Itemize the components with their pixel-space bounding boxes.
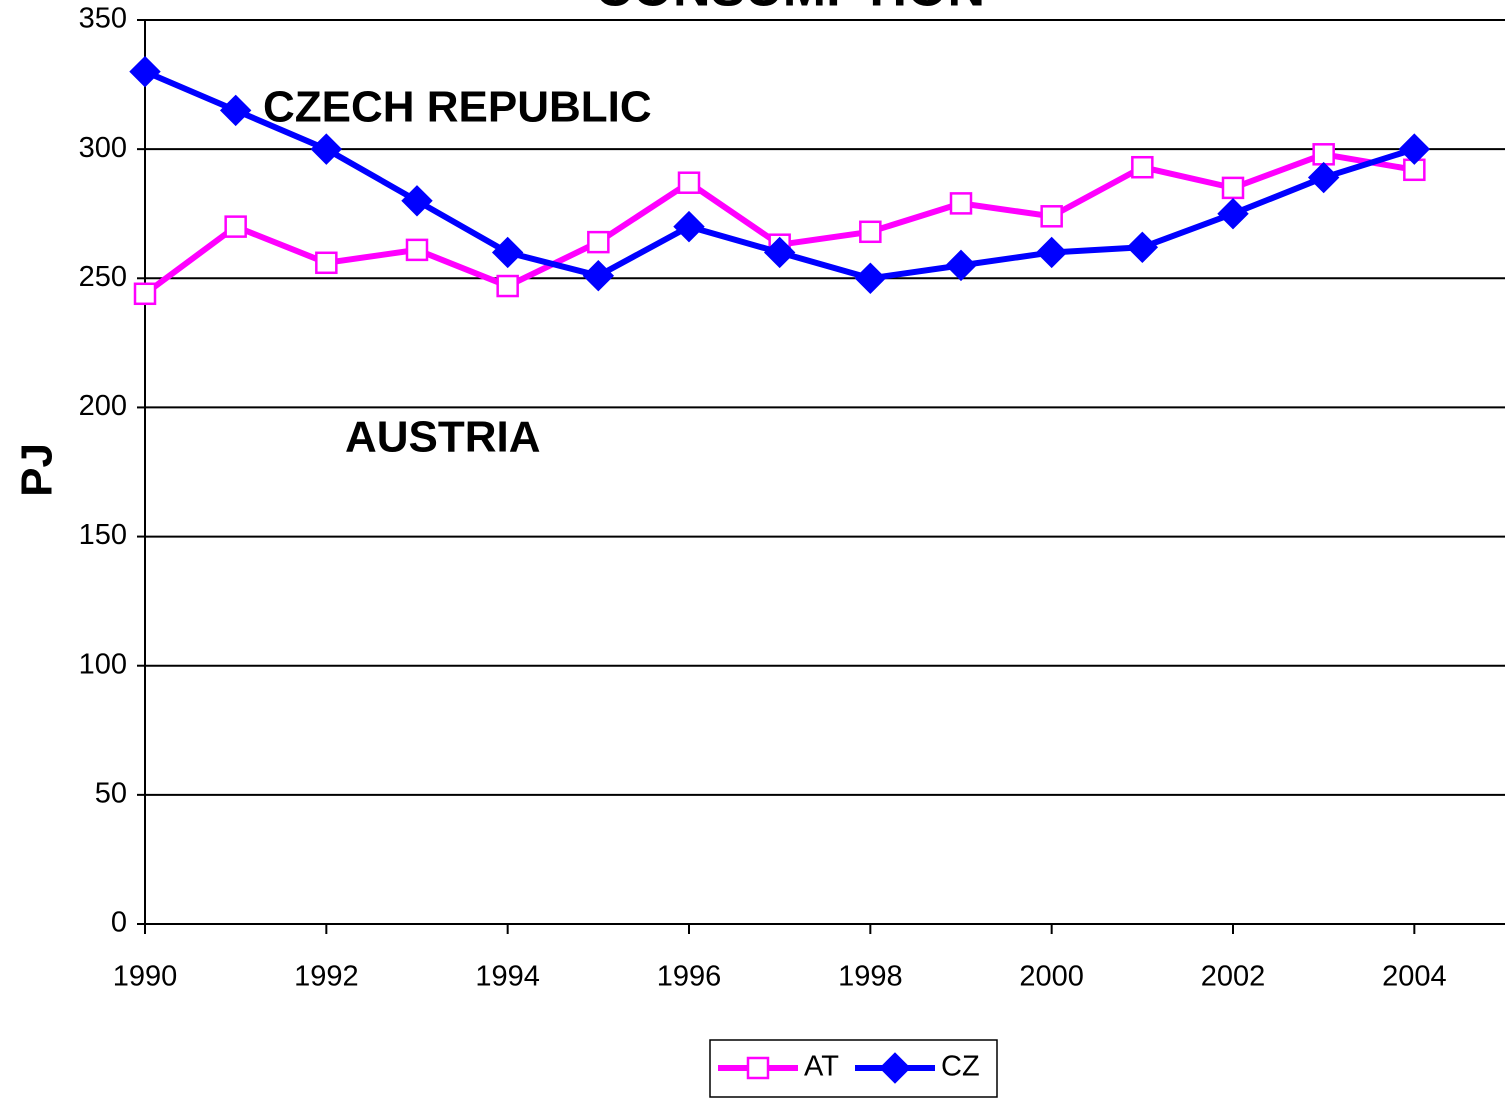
marker: [859, 220, 882, 244]
annotation: AUSTRIA: [345, 413, 541, 462]
marker: [496, 274, 519, 298]
y-tick-label: 300: [79, 132, 127, 164]
marker: [854, 262, 887, 294]
marker: [401, 185, 433, 217]
marker: [133, 282, 157, 306]
chart-title: CONSUMPTION: [595, 0, 985, 18]
x-tick-label: 1996: [657, 961, 722, 993]
x-tick-label: 2004: [1382, 961, 1447, 993]
marker: [491, 236, 524, 269]
y-tick-label: 200: [79, 390, 127, 422]
legend-marker: [746, 1056, 770, 1080]
marker: [405, 238, 429, 262]
y-tick-label: 250: [79, 261, 127, 293]
y-axis-label: PJ: [13, 443, 62, 497]
marker: [1035, 236, 1068, 269]
marker: [949, 192, 973, 215]
y-tick-label: 150: [79, 519, 127, 551]
marker: [1312, 143, 1335, 166]
x-tick-label: 1994: [475, 961, 540, 993]
x-tick-label: 1992: [294, 961, 359, 993]
x-tick-label: 2000: [1019, 961, 1084, 993]
y-tick-label: 350: [79, 3, 127, 35]
marker: [945, 249, 977, 282]
marker: [315, 251, 338, 275]
marker: [1126, 231, 1159, 263]
x-tick-label: 1990: [113, 961, 178, 993]
marker: [1221, 176, 1245, 200]
x-tick-label: 1998: [838, 961, 903, 993]
annotation: CZECH REPUBLIC: [263, 83, 652, 132]
marker: [1217, 198, 1249, 230]
y-tick-label: 50: [95, 778, 127, 810]
marker: [1040, 205, 1063, 228]
marker: [1398, 133, 1431, 165]
x-tick-label: 2002: [1201, 961, 1266, 993]
marker: [763, 236, 796, 269]
marker: [310, 133, 343, 165]
legend-marker: [879, 1052, 911, 1084]
y-tick-label: 100: [79, 648, 127, 680]
marker: [1307, 161, 1340, 194]
marker: [677, 171, 701, 194]
legend-label: AT: [804, 1051, 839, 1083]
marker: [582, 259, 615, 292]
marker: [587, 230, 610, 254]
y-tick-label: 0: [111, 907, 127, 939]
legend-label: CZ: [941, 1051, 980, 1083]
marker: [224, 215, 247, 238]
marker: [673, 210, 705, 243]
marker: [1131, 155, 1154, 179]
marker: [129, 55, 161, 88]
marker: [219, 94, 252, 127]
